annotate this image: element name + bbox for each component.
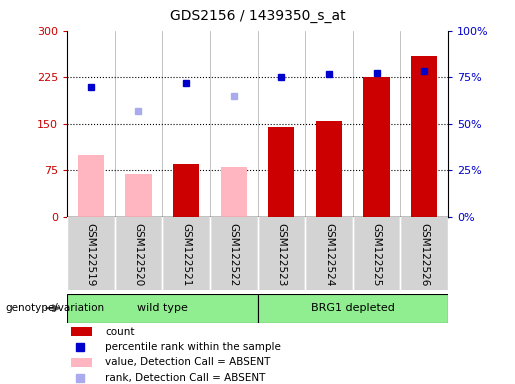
Bar [125,174,151,217]
Text: percentile rank within the sample: percentile rank within the sample [105,342,281,352]
Text: GSM122526: GSM122526 [419,223,429,286]
Bar [220,167,247,217]
Text: genotype/variation: genotype/variation [5,303,104,313]
Text: GSM122524: GSM122524 [324,223,334,286]
Bar [173,164,199,217]
Text: GSM122523: GSM122523 [277,223,286,286]
Text: GSM122521: GSM122521 [181,223,191,286]
Bar [316,121,342,217]
Text: wild type: wild type [137,303,187,313]
Text: value, Detection Call = ABSENT: value, Detection Call = ABSENT [105,358,270,367]
Bar [411,56,437,217]
Text: GSM122522: GSM122522 [229,223,238,286]
Bar [78,155,104,217]
Bar [72,358,92,367]
Text: BRG1 depleted: BRG1 depleted [311,303,394,313]
Bar [364,77,390,217]
Text: count: count [105,327,134,337]
Bar [268,127,295,217]
Bar [258,294,448,323]
Text: GSM122519: GSM122519 [86,223,96,286]
Text: GSM122525: GSM122525 [372,223,382,286]
Bar [67,294,258,323]
Text: rank, Detection Call = ABSENT: rank, Detection Call = ABSENT [105,373,265,383]
Text: GDS2156 / 1439350_s_at: GDS2156 / 1439350_s_at [169,9,346,23]
Bar [72,328,92,336]
Text: GSM122520: GSM122520 [133,223,143,286]
